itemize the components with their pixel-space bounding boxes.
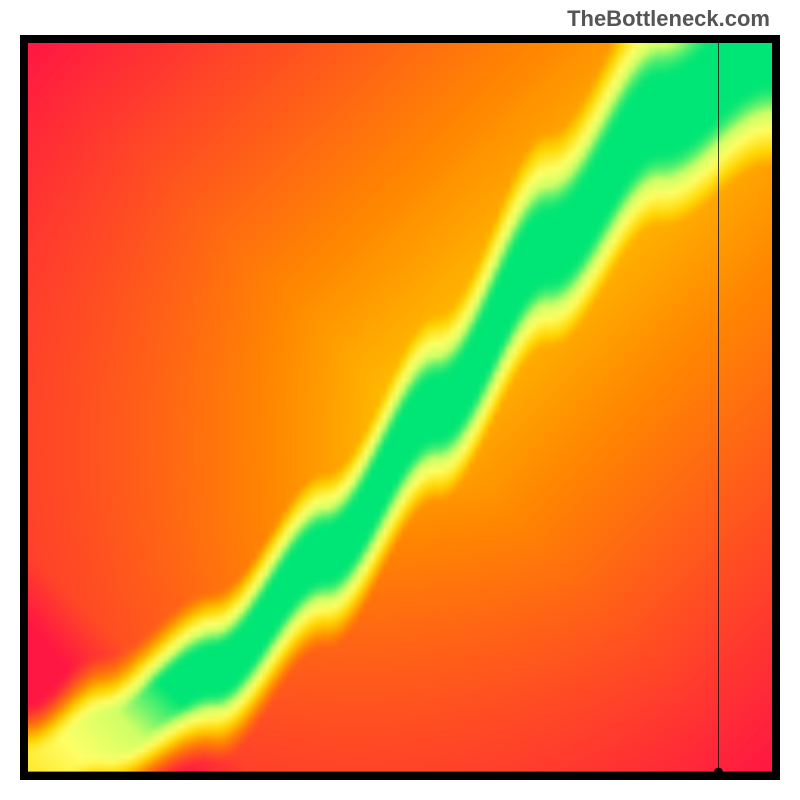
bottleneck-heatmap-chart — [20, 35, 780, 780]
heatmap-canvas — [28, 43, 772, 772]
watermark-text: TheBottleneck.com — [567, 6, 770, 32]
